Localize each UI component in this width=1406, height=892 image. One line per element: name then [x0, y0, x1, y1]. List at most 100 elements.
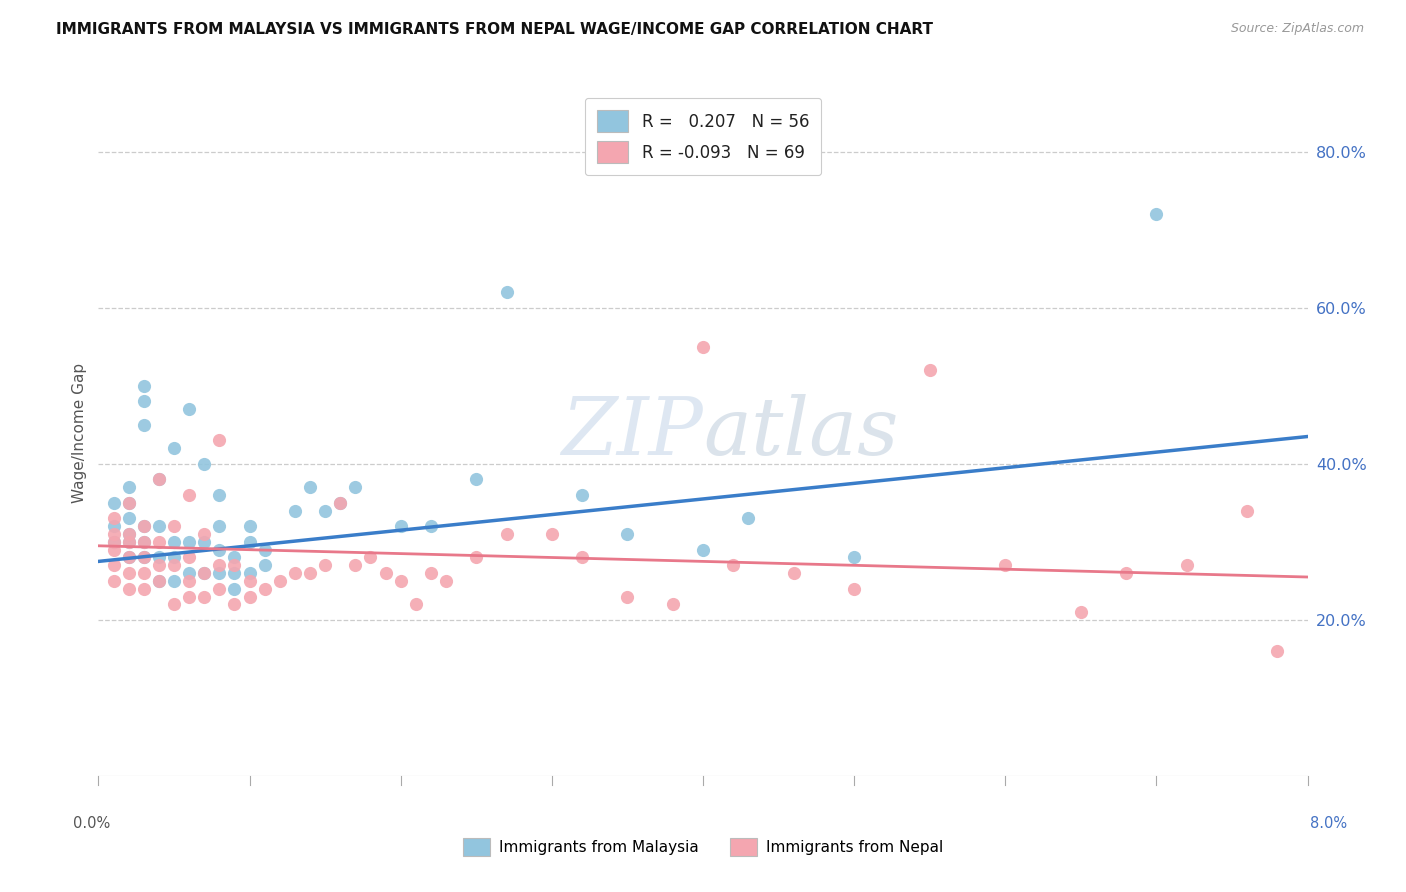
Point [118, 527, 141, 541]
Point [118, 566, 141, 580]
Point [1115, 566, 1137, 580]
Point [179, 574, 201, 588]
Point [224, 558, 246, 573]
Point [208, 582, 231, 596]
Point [224, 550, 246, 565]
Point [299, 480, 322, 494]
Text: ZIP: ZIP [561, 394, 703, 471]
Point [132, 582, 155, 596]
Point [783, 566, 806, 580]
Point [148, 558, 170, 573]
Point [179, 566, 201, 580]
Point [737, 511, 759, 525]
Legend: R =   0.207   N = 56, R = -0.093   N = 69: R = 0.207 N = 56, R = -0.093 N = 69 [585, 98, 821, 176]
Point [253, 558, 276, 573]
Point [103, 511, 125, 525]
Point [224, 582, 246, 596]
Point [132, 417, 155, 432]
Point [163, 534, 186, 549]
Point [163, 574, 186, 588]
Point [616, 527, 638, 541]
Point [844, 582, 866, 596]
Point [465, 550, 488, 565]
Point [389, 519, 412, 533]
Point [208, 558, 231, 573]
Text: 8.0%: 8.0% [1310, 816, 1347, 831]
Point [389, 574, 412, 588]
Text: Source: ZipAtlas.com: Source: ZipAtlas.com [1230, 22, 1364, 36]
Point [208, 434, 231, 448]
Point [224, 566, 246, 580]
Point [405, 598, 427, 612]
Point [179, 550, 201, 565]
Point [329, 496, 352, 510]
Point [148, 519, 170, 533]
Point [163, 550, 186, 565]
Y-axis label: Wage/Income Gap: Wage/Income Gap [72, 362, 87, 503]
Point [193, 457, 215, 471]
Point [571, 488, 593, 502]
Point [284, 503, 307, 517]
Point [118, 527, 141, 541]
Point [118, 496, 141, 510]
Point [148, 550, 170, 565]
Point [692, 340, 714, 354]
Point [132, 550, 155, 565]
Point [495, 285, 517, 299]
Point [118, 534, 141, 549]
Point [163, 598, 186, 612]
Point [1267, 644, 1289, 658]
Point [314, 503, 336, 517]
Point [918, 363, 941, 377]
Point [118, 496, 141, 510]
Point [1236, 503, 1258, 517]
Point [193, 590, 215, 604]
Point [132, 534, 155, 549]
Point [360, 550, 382, 565]
Point [208, 488, 231, 502]
Point [284, 566, 307, 580]
Point [269, 574, 291, 588]
Point [193, 534, 215, 549]
Point [103, 558, 125, 573]
Point [148, 534, 170, 549]
Point [692, 542, 714, 557]
Point [374, 566, 396, 580]
Point [465, 472, 488, 486]
Point [208, 566, 231, 580]
Point [344, 558, 367, 573]
Point [434, 574, 457, 588]
Point [1070, 605, 1092, 619]
Point [239, 590, 262, 604]
Point [103, 534, 125, 549]
Point [179, 590, 201, 604]
Point [1146, 207, 1168, 221]
Point [314, 558, 336, 573]
Point [239, 534, 262, 549]
Point [103, 527, 125, 541]
Point [661, 598, 683, 612]
Point [163, 519, 186, 533]
Point [103, 574, 125, 588]
Point [224, 598, 246, 612]
Point [103, 496, 125, 510]
Text: 0.0%: 0.0% [73, 816, 110, 831]
Point [163, 441, 186, 455]
Point [132, 550, 155, 565]
Point [148, 574, 170, 588]
Point [994, 558, 1017, 573]
Point [118, 550, 141, 565]
Point [148, 472, 170, 486]
Point [118, 582, 141, 596]
Text: atlas: atlas [703, 394, 898, 471]
Point [193, 566, 215, 580]
Point [495, 527, 517, 541]
Point [253, 542, 276, 557]
Point [193, 527, 215, 541]
Point [239, 519, 262, 533]
Point [616, 590, 638, 604]
Point [179, 488, 201, 502]
Point [193, 566, 215, 580]
Point [148, 574, 170, 588]
Point [299, 566, 322, 580]
